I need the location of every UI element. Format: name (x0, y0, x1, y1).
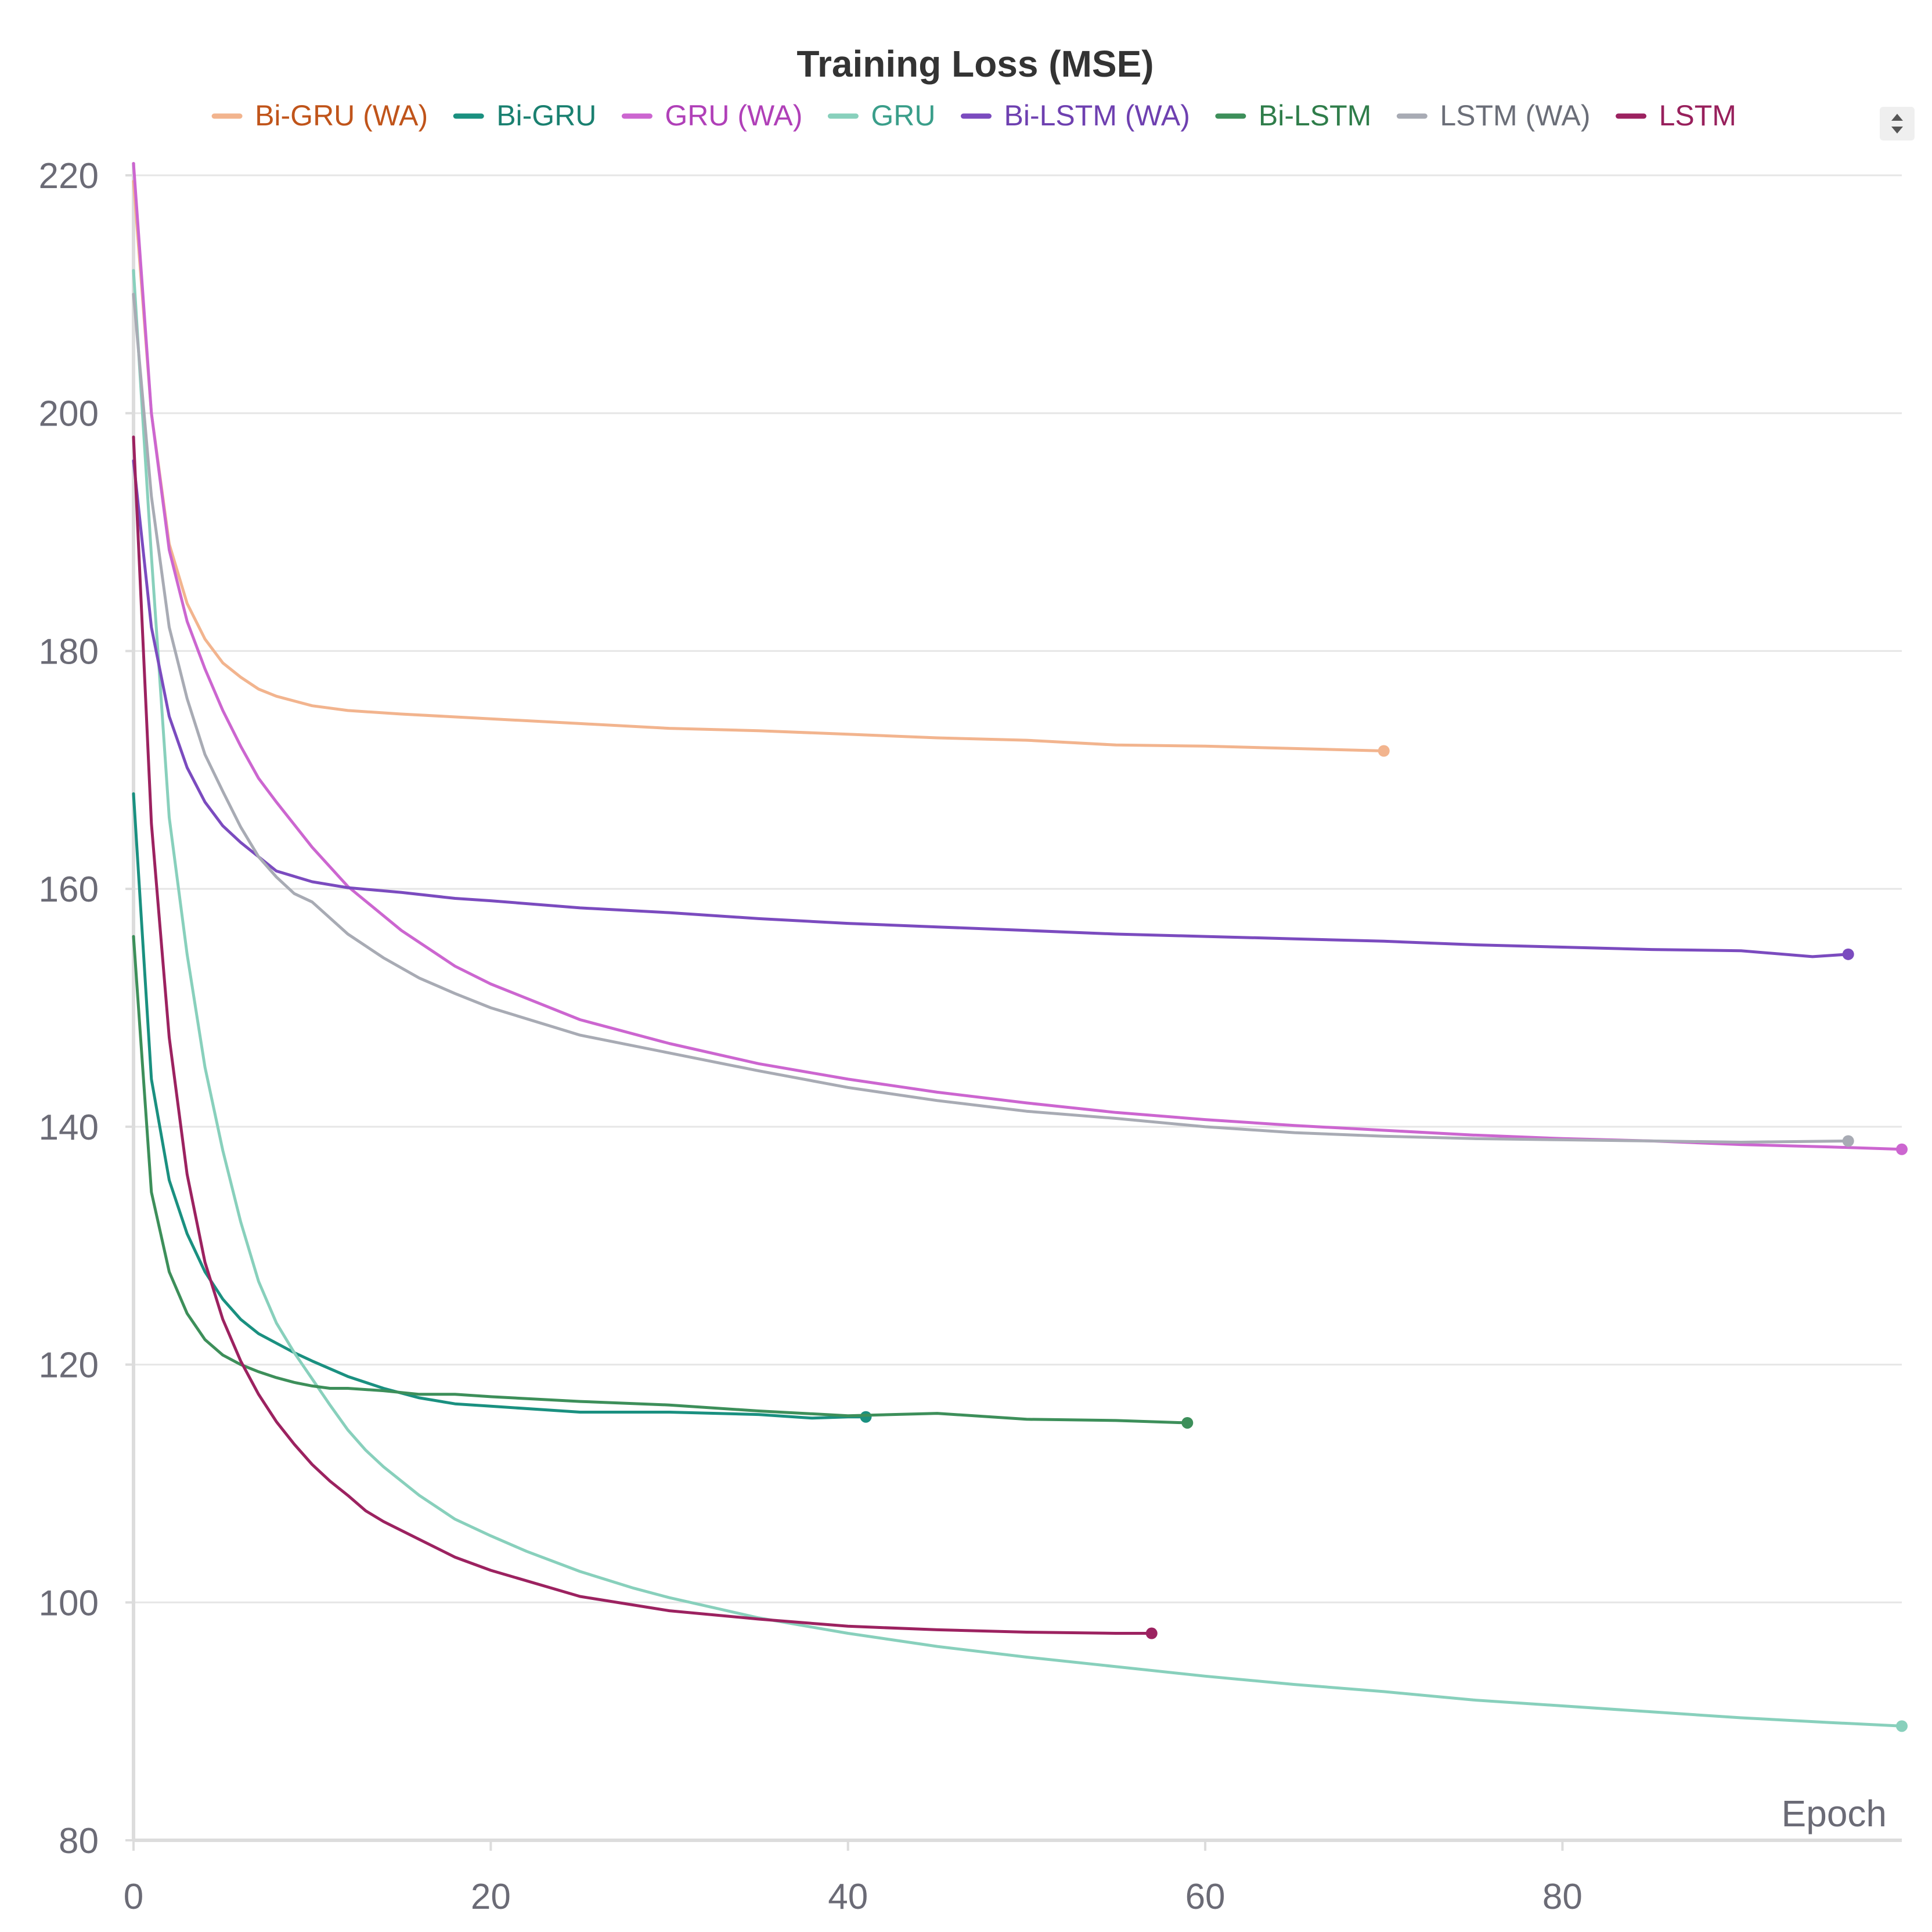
legend-label: GRU (871, 99, 935, 132)
legend-item[interactable]: LSTM (WA) (1396, 99, 1591, 132)
series-lines (132, 162, 1908, 1732)
chart-title: Training Loss (MSE) (796, 43, 1154, 85)
series-end-point (1145, 1627, 1158, 1639)
series-end-point (1181, 1416, 1194, 1429)
series-line (132, 162, 1904, 1151)
series-end-point (1896, 1143, 1908, 1155)
x-tick-label: 20 (471, 1877, 511, 1917)
series-end-point (1896, 1720, 1908, 1732)
y-axis-ticks: 80 100 120 140 160 180 200 220 (39, 156, 134, 1861)
legend-label: LSTM (1659, 99, 1736, 132)
x-tick-label: 80 (1542, 1877, 1583, 1917)
y-tick-label: 160 (39, 870, 99, 910)
x-tick-label: 0 (124, 1877, 143, 1917)
series-line (132, 293, 1850, 1144)
series-end-point (1842, 1135, 1854, 1147)
legend-label: Bi-GRU (496, 99, 596, 132)
series-line (132, 269, 1904, 1728)
series-end-point (860, 1411, 872, 1423)
legend-item[interactable]: Bi-GRU (WA) (211, 99, 428, 132)
legend-item[interactable]: Bi-LSTM (WA) (961, 99, 1190, 132)
x-axis-label: Epoch (1782, 1793, 1887, 1834)
y-tick-label: 180 (39, 632, 99, 672)
legend-item[interactable]: Bi-LSTM (1215, 99, 1371, 132)
x-tick-label: 60 (1185, 1877, 1225, 1917)
series-line (132, 179, 1386, 752)
y-tick-label: 200 (39, 394, 99, 434)
axes (132, 163, 1902, 1842)
legend-item[interactable]: Bi-GRU (453, 99, 596, 132)
legend-label: GRU (WA) (665, 99, 802, 132)
legend-label: LSTM (WA) (1440, 99, 1590, 132)
legend-label: Bi-GRU (WA) (255, 99, 428, 132)
grid-lines (134, 174, 1902, 1603)
legend-scroll-box[interactable] (1880, 107, 1915, 140)
legend-item[interactable]: GRU (WA) (621, 99, 802, 132)
series-end-point (1842, 948, 1854, 960)
series-line (132, 935, 1189, 1425)
x-axis-ticks: 0 20 40 60 80 (124, 1840, 1583, 1917)
legend-label: Bi-LSTM (WA) (1004, 99, 1190, 132)
y-tick-label: 120 (39, 1346, 99, 1386)
y-tick-label: 80 (59, 1821, 99, 1861)
chevron-up-icon[interactable] (1891, 114, 1903, 121)
series-line (132, 435, 1154, 1635)
legend-item[interactable]: GRU (827, 99, 936, 132)
y-tick-label: 220 (39, 156, 99, 196)
legend-label: Bi-LSTM (1259, 99, 1371, 132)
legend-scroll-control[interactable] (1880, 107, 1915, 140)
series-line (132, 459, 1850, 958)
y-tick-label: 140 (39, 1108, 99, 1148)
legend: Bi-GRU (WA) Bi-GRU GRU (WA) GRU Bi-LSTM (WA)… (211, 99, 1736, 132)
chevron-down-icon[interactable] (1891, 127, 1903, 134)
series-line (132, 792, 867, 1420)
legend-item[interactable]: LSTM (1616, 99, 1736, 132)
x-tick-label: 40 (828, 1877, 868, 1917)
series-end-point (1378, 745, 1390, 757)
y-tick-label: 100 (39, 1583, 99, 1623)
